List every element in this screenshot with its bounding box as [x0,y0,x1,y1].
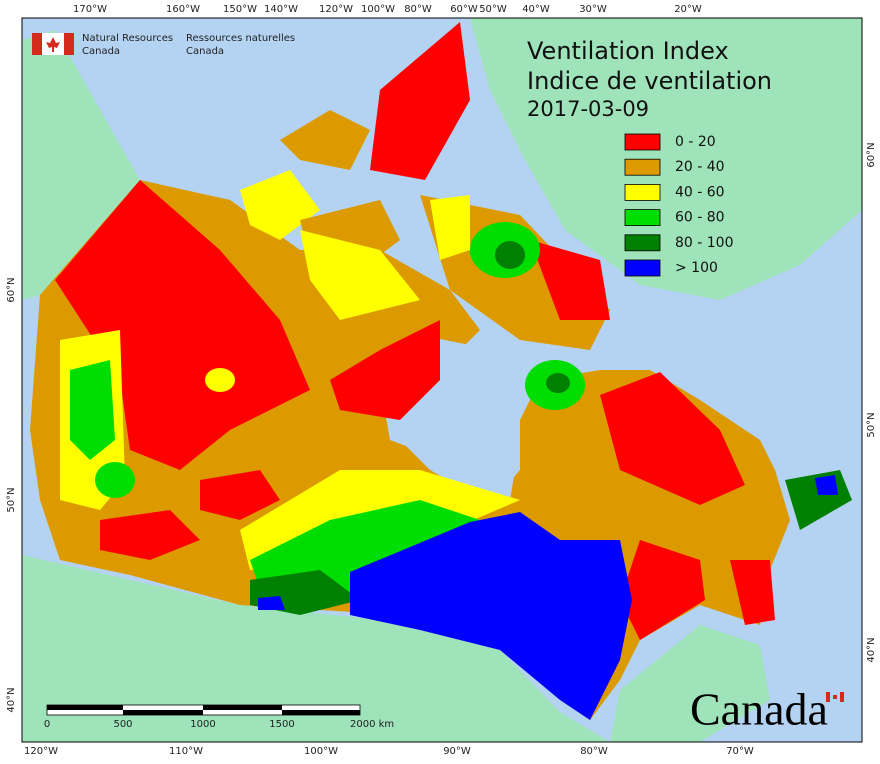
longitude-label: 120°W [319,4,353,15]
longitude-label: 170°W [73,4,107,15]
scale-label: 1500 [269,719,294,730]
map-title: Indice de ventilation [527,67,772,95]
longitude-label: 140°W [264,4,298,15]
foreign-land [22,30,140,300]
longitude-label: 100°W [361,4,395,15]
region-80-100 [546,373,570,393]
wordmark-flag [833,695,837,699]
longitude-label: 70°W [726,746,754,757]
scale-bar-segment [47,705,123,710]
region-over-100 [815,475,838,495]
latitude-label: 50°N [6,487,17,512]
longitude-label: 50°W [479,4,507,15]
region-0-20 [330,320,440,420]
scale-label: 0 [44,719,50,730]
region-80-100 [495,241,525,269]
region-40-60 [205,368,235,392]
latitude-label: 40°N [6,687,17,712]
legend-swatch [624,183,661,201]
legend-swatch [624,259,661,277]
region-0-20 [55,180,310,470]
agency-name: Canada [82,46,120,57]
legend-label: 40 - 60 [675,184,725,200]
land-layer [22,18,862,742]
region-20-40 [280,110,370,170]
latitude-label: 50°N [866,412,877,437]
longitude-label: 150°W [223,4,257,15]
legend-label: 0 - 20 [675,134,716,150]
legend-label: 80 - 100 [675,235,734,251]
region-0-20 [100,510,200,560]
legend-swatch [624,209,661,227]
region-60-80 [70,360,115,460]
map-date: 2017-03-09 [527,97,649,121]
legend-label: 20 - 40 [675,159,725,175]
canada-wordmark: Canada [690,684,828,735]
map-frame [21,17,863,743]
longitude-label: 90°W [443,746,471,757]
legend-swatch [624,158,661,176]
region-0-20 [620,540,705,640]
scale-bar-segment [203,705,282,710]
longitude-label: 110°W [169,746,203,757]
legend-swatch [624,234,661,252]
latitude-label: 40°N [866,637,877,662]
wordmark-flag [826,692,830,702]
wordmark-flag [840,692,844,702]
region-40-60 [430,195,470,260]
flag-bar [32,33,42,55]
scale-label: 1000 [190,719,215,730]
map-title: Ventilation Index [527,37,729,65]
scale-bar-segment [123,710,203,715]
latitude-label: 60°N [866,142,877,167]
foreign-land [470,18,862,300]
legend-swatch [624,133,661,151]
region-0-20 [370,22,470,180]
longitude-label: 20°W [674,4,702,15]
longitude-label: 80°W [404,4,432,15]
flag-leaf [46,37,60,52]
region-60-80 [95,462,135,498]
agency-name: Natural Resources [82,33,173,44]
longitude-label: 30°W [579,4,607,15]
region-over-100 [258,596,285,610]
longitude-label: 120°W [24,746,58,757]
region-0-20 [200,470,280,520]
scale-label: 2000 km [350,719,394,730]
region-over-100 [350,512,632,720]
agency-name: Ressources naturelles [186,33,295,44]
legend-label: 60 - 80 [675,210,725,226]
longitude-label: 80°W [580,746,608,757]
region-0-20 [730,560,775,625]
region-40-60 [300,230,420,320]
latitude-label: 60°N [6,277,17,302]
longitude-label: 160°W [166,4,200,15]
foreign-land [22,555,610,742]
region-40-60 [240,170,320,240]
region-0-20 [530,240,610,320]
region-0-20 [600,372,745,505]
legend-label: > 100 [675,260,718,276]
scale-bar-segment [282,710,360,715]
longitude-label: 60°W [450,4,478,15]
flag-bar [64,33,74,55]
scale-label: 500 [113,719,132,730]
agency-name: Canada [186,46,224,57]
longitude-label: 40°W [522,4,550,15]
foreign-land [610,625,770,742]
longitude-label: 100°W [304,746,338,757]
